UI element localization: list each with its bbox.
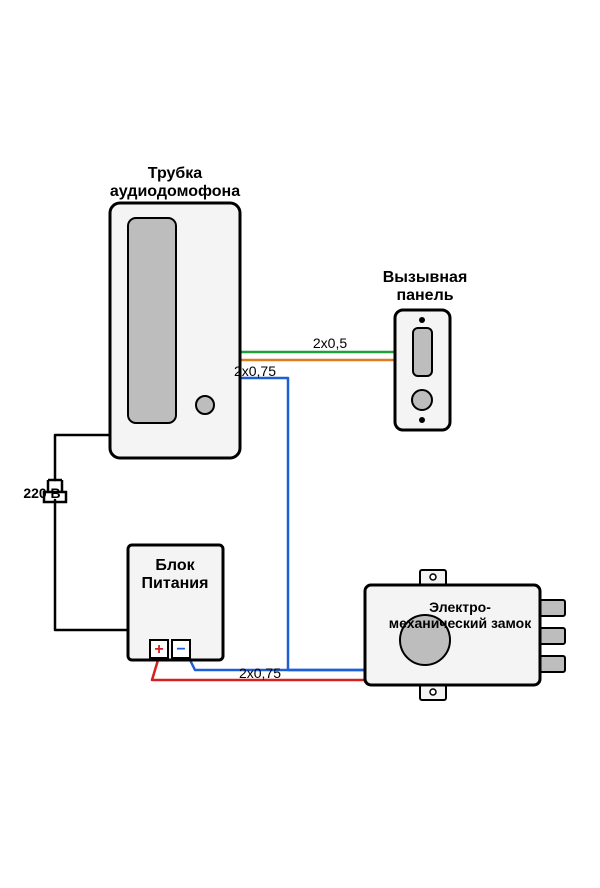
handset-label-2: аудиодомофона: [110, 183, 240, 200]
callpanel-label-1: Вызывная: [383, 269, 468, 286]
call-panel-speaker: [413, 328, 432, 376]
call-panel-screw-1: [419, 417, 425, 423]
cable-075b-label: 2х0,75: [239, 665, 281, 681]
cable-075a-label: 2х0,75: [234, 363, 276, 379]
lock-bolt-0: [540, 600, 565, 616]
lock-tab-hole-1: [430, 689, 436, 695]
handset-button: [196, 396, 214, 414]
minus-label: −: [176, 641, 185, 658]
lock-label-2: механический замок: [389, 615, 533, 631]
lock-label-1: Электро-: [429, 599, 491, 615]
lock-bolt-2: [540, 656, 565, 672]
wire-mains: [55, 435, 110, 480]
lock-tab-hole-0: [430, 574, 436, 580]
plus-label: +: [154, 641, 163, 658]
wire-blue: [240, 378, 365, 670]
lock-bolt-1: [540, 628, 565, 644]
handset-speaker: [128, 218, 176, 423]
wiring-diagram: +− Трубкааудиодомофона Вызывнаяпанель БлокП…: [0, 0, 600, 888]
mains-label: 220 В: [23, 485, 60, 501]
psu-label-1: Блок: [155, 557, 195, 574]
callpanel-label-2: панель: [396, 287, 453, 304]
call-panel-button: [412, 390, 432, 410]
wire-psu-in: [55, 500, 128, 630]
handset-label-1: Трубка: [148, 165, 203, 182]
psu-label-2: Питания: [142, 575, 209, 592]
cable-05-label: 2х0,5: [313, 335, 347, 351]
call-panel-screw-0: [419, 317, 425, 323]
